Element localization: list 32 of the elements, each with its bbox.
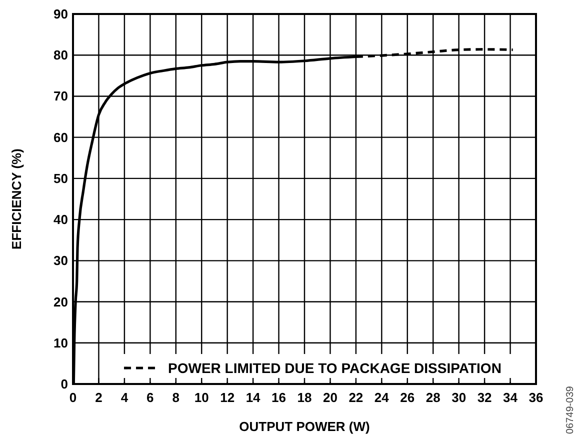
x-tick-label: 16 (272, 390, 286, 405)
x-tick-label: 32 (477, 390, 492, 405)
x-tick-label: 6 (146, 390, 154, 405)
y-tick-label: 60 (54, 130, 68, 145)
x-tick-label: 20 (322, 390, 338, 405)
y-tick-label: 40 (54, 212, 68, 228)
y-tick-label: 30 (54, 253, 68, 268)
x-tick-label: 34 (503, 390, 518, 405)
y-axis-title: EFFICIENCY (%) (9, 148, 24, 250)
x-tick-label: 22 (348, 390, 364, 405)
legend-label: POWER LIMITED DUE TO PACKAGE DISSIPATION (168, 360, 502, 376)
x-tick-label: 14 (246, 390, 262, 405)
y-tick-label: 50 (54, 170, 68, 186)
x-tick-label: 18 (297, 390, 312, 405)
y-tick-label: 20 (54, 294, 68, 310)
x-tick-label: 10 (194, 390, 209, 405)
x-tick-label: 8 (172, 390, 180, 405)
y-tick-label: 10 (54, 335, 68, 350)
x-tick-label: 12 (220, 390, 235, 405)
y-tick-label: 70 (54, 88, 68, 104)
x-tick-label: 24 (374, 390, 390, 405)
x-tick-label: 30 (452, 390, 466, 405)
y-tick-label: 90 (54, 6, 68, 22)
x-tick-label: 26 (400, 390, 415, 405)
text: 06749-039 (565, 386, 576, 434)
x-tick-label: 28 (426, 390, 440, 405)
y-tick-label: 0 (60, 376, 68, 392)
x-tick-label: 2 (95, 390, 102, 405)
x-tick-label: 36 (528, 390, 544, 405)
x-axis-title: OUTPUT POWER (W) (239, 419, 370, 434)
y-tick-label: 80 (54, 48, 68, 63)
x-tick-label: 4 (120, 390, 129, 405)
